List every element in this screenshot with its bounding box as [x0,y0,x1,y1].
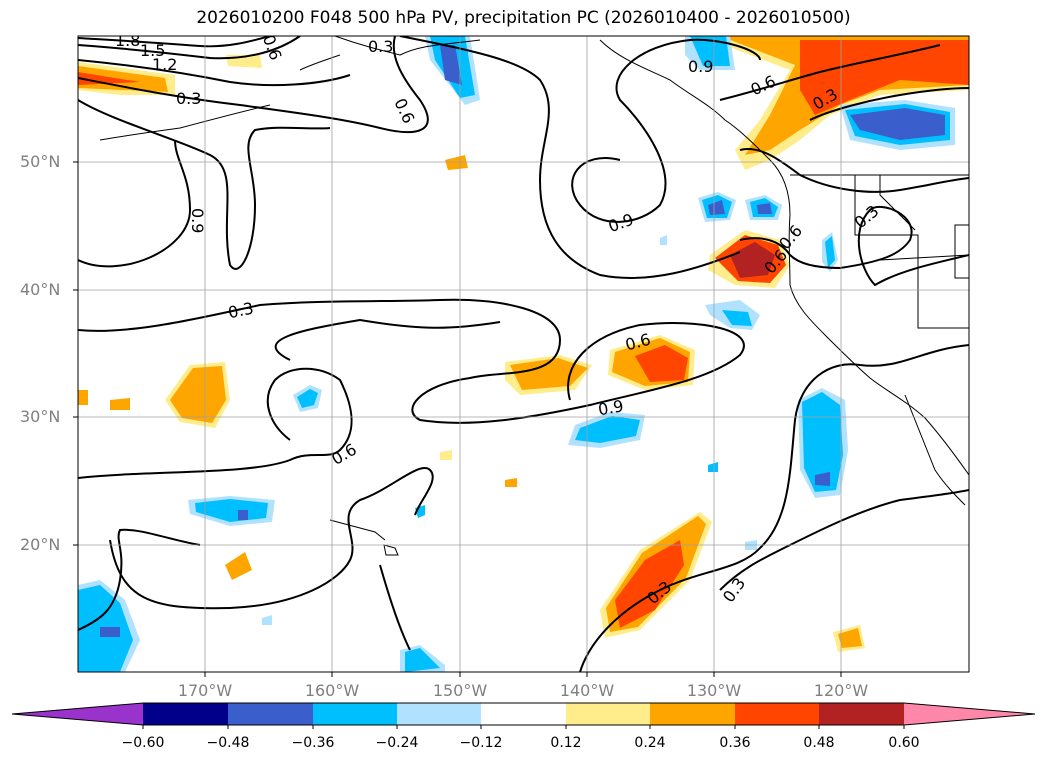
contour-label: 0.6 [748,71,779,99]
colorbar-swatch [397,703,481,725]
colorbar-swatch [819,703,904,725]
colorbar-extend-max [904,703,1035,725]
contour-label: 0.6 [390,95,418,126]
colorbar-swatch [313,703,397,725]
contour-label: 0.3 [851,201,883,232]
colorbar-tick-label: 0.12 [550,735,582,751]
lon-label-160w: 160°W [304,681,360,700]
map-frame [77,35,970,673]
coastlines [99,36,969,556]
lon-label-120w: 120°W [813,681,869,700]
colorbar-swatch [143,703,228,725]
precip-positive-shading [78,36,969,652]
lat-label-40n: 40°N [20,280,61,299]
colorbar-tick-label: −0.12 [459,735,503,751]
colorbar-ticks [142,725,905,729]
contour-label: 0.9 [688,57,713,76]
colorbar-tick-label: 0.36 [719,735,751,751]
lon-label-150w: 150°W [432,681,488,700]
colorbar-outline [11,702,1036,726]
colorbar-tick-label: −0.36 [291,735,335,751]
contour-label: 0.9 [606,210,636,237]
lat-label-30n: 30°N [20,407,61,426]
contour-label: 1.2 [152,55,177,74]
contour-label: 0.9 [188,208,207,233]
lon-label-170w: 170°W [177,681,233,700]
colorbar-swatch [735,703,819,725]
contour-label: 0.3 [719,574,749,606]
contour-labels: 1.8 1.5 1.2 0.3 0.9 0.6 0.3 0.6 0.9 0.6 … [115,31,883,608]
precip-negative-shading [78,36,955,672]
colorbar-tick-label: −0.24 [375,735,419,751]
colorbar-tick-label: 0.60 [888,735,920,751]
lon-label-130w: 130°W [686,681,742,700]
contour-label: 0.6 [259,32,286,62]
colorbar-tick-label: 0.24 [634,735,666,751]
chart-title: 2026010200 F048 500 hPa PV, precipitatio… [196,8,851,28]
contour-label: 0.3 [226,298,255,322]
contour-label: 1.8 [115,31,140,50]
colorbar-swatch [481,703,566,725]
map-plot: 1.8 1.5 1.2 0.3 0.9 0.6 0.3 0.6 0.9 0.6 … [73,31,970,677]
colorbar-extend-min [12,703,143,725]
contour-label: 1.5 [140,41,165,60]
graticule [78,36,969,672]
contour-label: 0.6 [328,440,360,469]
lat-label-50n: 50°N [20,152,61,171]
contour-label: 0.3 [368,37,393,56]
contour-label: 0.3 [176,89,201,108]
pv-contours [78,36,969,672]
axis-ticks [73,161,842,677]
colorbar-swatch [228,703,313,725]
colorbar-tick-label: −0.60 [121,735,165,751]
lon-label-140w: 140°W [559,681,615,700]
colorbar-swatch [566,703,650,725]
lat-label-20n: 20°N [20,535,61,554]
colorbar-tick-label: −0.48 [206,735,250,751]
contour-label: 0.9 [597,396,625,419]
colorbar-swatch [650,703,735,725]
colorbar-tick-label: 0.48 [803,735,835,751]
